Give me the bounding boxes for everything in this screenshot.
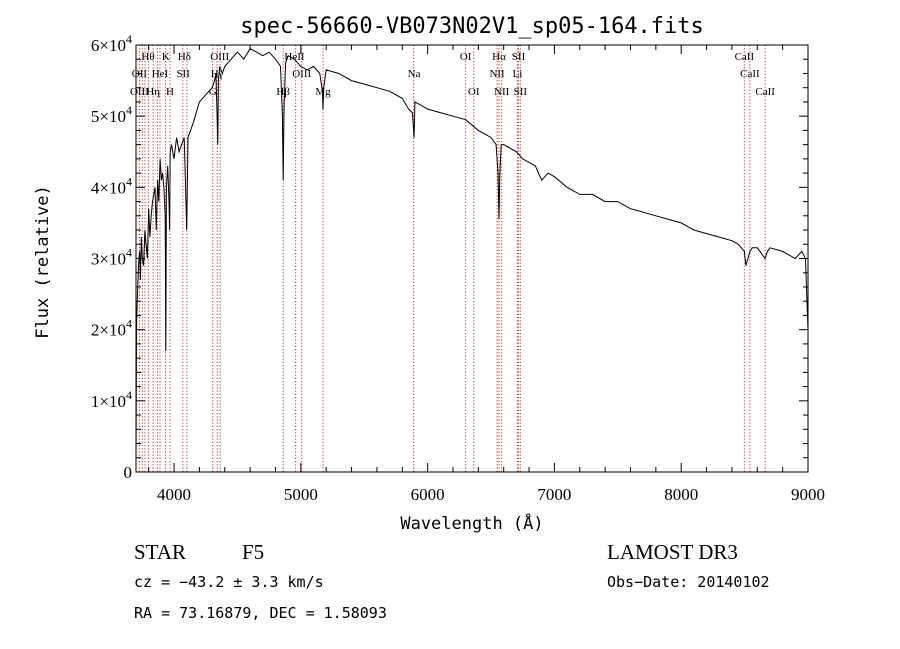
line-label: CaII [735, 51, 755, 63]
line-label: NII [489, 68, 505, 80]
line-label: Li [513, 68, 523, 80]
x-tick-label: 7000 [537, 485, 571, 504]
x-tick-label: 5000 [284, 485, 318, 504]
x-axis-label: Wavelength (Å) [400, 512, 543, 534]
reference-lines [138, 45, 766, 472]
y-tick-label: 6×104 [91, 32, 132, 55]
observation-date: Obs−Date: 20140102 [607, 573, 770, 591]
line-label: H [166, 86, 174, 98]
y-axis: 0 1×104 2×104 3×104 4×104 5×104 6×104 [91, 32, 808, 482]
y-tick-label: 5×104 [91, 103, 132, 126]
plot-frame [135, 44, 809, 473]
x-tick-label: 8000 [664, 485, 698, 504]
coordinates: RA = 73.16879, DEC = 1.58093 [134, 604, 387, 622]
x-tick-label: 6000 [411, 485, 445, 504]
line-label: SII [512, 51, 526, 63]
line-label: OIII [210, 51, 229, 63]
flux-series-line [135, 47, 809, 458]
line-label: Hθ [141, 51, 154, 63]
line-label: NII [494, 86, 510, 98]
line-label: Hγ [211, 68, 224, 80]
x-tick-label: 9000 [791, 485, 825, 504]
line-label: OI [468, 86, 480, 98]
line-label: OI [460, 51, 472, 63]
line-label: Hη [146, 86, 160, 98]
line-label: CaII [740, 68, 760, 80]
y-tick-label: 0 [124, 463, 133, 482]
y-tick-label: 2×104 [91, 317, 132, 340]
line-label: OII [132, 68, 148, 80]
y-axis-label: Flux (relative) [33, 185, 53, 339]
line-label: K [162, 51, 170, 63]
y-tick-label: 1×104 [91, 388, 132, 411]
x-tick-label: 4000 [157, 485, 191, 504]
line-label: CaII [755, 86, 775, 98]
object-class: STAR [134, 540, 186, 564]
line-label: OIII [292, 68, 311, 80]
line-label: Hβ [276, 86, 290, 98]
line-labels: Hθ K Hδ OIII HeII OI Hα SII CaII OII HeI SII Hγ OIII N… [130, 51, 775, 98]
line-label: Hα [492, 51, 506, 63]
y-tick-label: 4×104 [91, 174, 132, 197]
line-label: SII [176, 68, 190, 80]
line-label: HeII [284, 51, 304, 63]
object-subclass: F5 [242, 540, 265, 564]
line-label: HeI [152, 68, 169, 80]
line-label: OIII [130, 86, 149, 98]
x-axis: 4000 5000 6000 7000 8000 9000 [148, 45, 825, 504]
chart-title: spec-56660-VB073N02V1_sp05-164.fits [240, 14, 704, 39]
y-tick-label: 3×104 [91, 246, 132, 269]
line-label: G [209, 86, 217, 98]
line-label: Hδ [178, 51, 191, 63]
redshift-velocity: cz = −43.2 ± 3.3 km/s [134, 573, 324, 591]
survey-name: LAMOST DR3 [607, 540, 738, 564]
line-label: SII [514, 86, 528, 98]
line-label: Na [408, 68, 421, 80]
